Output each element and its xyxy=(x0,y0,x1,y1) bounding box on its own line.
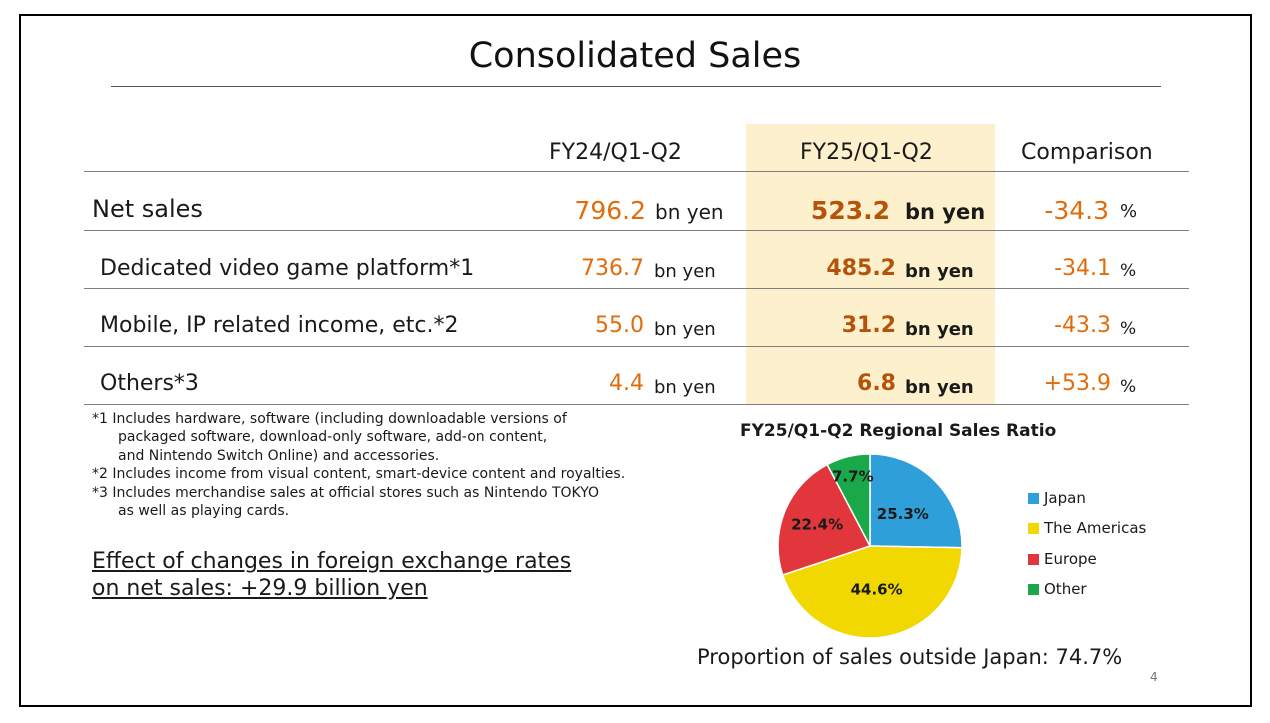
pie-slice-europe xyxy=(777,463,872,576)
fx-effect-line-1: Effect of changes in foreign exchange ra… xyxy=(92,549,572,574)
outside-japan-proportion: Proportion of sales outside Japan: 74.7% xyxy=(697,645,1123,669)
row-label-others: Others*3 xyxy=(100,371,199,396)
fy24-value: 55.0 xyxy=(595,313,644,338)
legend-swatch-japan xyxy=(1028,493,1039,504)
fy25-unit: bn yen xyxy=(905,319,974,340)
table-rule xyxy=(84,346,1189,347)
legend-swatch-americas xyxy=(1028,523,1039,534)
legend-label: Japan xyxy=(1044,489,1086,507)
fy24-value: 4.4 xyxy=(609,371,644,396)
pie-slice-americas xyxy=(781,545,963,639)
legend-item-americas: The Americas xyxy=(1028,519,1146,537)
footnote-3-line-1: *3 Includes merchandise sales at officia… xyxy=(92,485,600,501)
table-rule xyxy=(84,171,1189,172)
comparison-percent-sign: % xyxy=(1120,377,1137,397)
comparison-value: -34.1 xyxy=(1054,256,1111,281)
footnote-2: *2 Includes income from visual content, … xyxy=(92,466,626,482)
pie-slice-other xyxy=(826,453,871,547)
legend-label: The Americas xyxy=(1044,519,1147,537)
row-label-dedicated-platform: Dedicated video game platform*1 xyxy=(100,256,475,281)
fy24-unit: bn yen xyxy=(654,261,716,282)
row-label-net-sales: Net sales xyxy=(92,195,203,223)
comparison-percent-sign: % xyxy=(1120,319,1137,339)
legend-item-japan: Japan xyxy=(1028,489,1086,507)
fy24-unit: bn yen xyxy=(655,200,724,224)
comparison-percent-sign: % xyxy=(1120,261,1137,281)
row-label-mobile-ip: Mobile, IP related income, etc.*2 xyxy=(100,313,459,338)
fy25-value: 6.8 xyxy=(857,371,896,396)
regional-sales-pie-chart: 25.3% 44.6% 22.4% 7.7% xyxy=(777,453,963,639)
pie-slice-japan xyxy=(869,453,963,549)
fy25-unit: bn yen xyxy=(905,200,986,224)
footnote-1-line-1: *1 Includes hardware, software (includin… xyxy=(92,411,567,427)
pie-label-europe: 22.4% xyxy=(791,516,843,534)
fy24-unit: bn yen xyxy=(654,319,716,340)
pie-chart-title: FY25/Q1-Q2 Regional Sales Ratio xyxy=(740,421,1057,441)
fy25-unit: bn yen xyxy=(905,377,974,398)
pie-label-americas: 44.6% xyxy=(851,581,903,599)
comparison-value: +53.9 xyxy=(1043,371,1111,396)
fy25-value: 31.2 xyxy=(841,313,896,338)
fy25-value: 523.2 xyxy=(810,196,890,225)
legend-label: Europe xyxy=(1044,550,1097,568)
comparison-percent-sign: % xyxy=(1120,201,1138,222)
footnote-1-line-3: and Nintendo Switch Online) and accessor… xyxy=(118,448,440,464)
slide-title: Consolidated Sales xyxy=(468,36,802,76)
legend-swatch-other xyxy=(1028,584,1039,595)
column-header-fy25: FY25/Q1-Q2 xyxy=(800,140,933,165)
page-number: 4 xyxy=(1150,670,1158,684)
fy24-value: 736.7 xyxy=(581,256,644,281)
fy25-column-highlight xyxy=(746,124,995,404)
footnote-1-line-2: packaged software, download-only softwar… xyxy=(118,429,548,445)
legend-item-other: Other xyxy=(1028,580,1087,598)
fy25-unit: bn yen xyxy=(905,261,974,282)
table-rule xyxy=(84,230,1189,231)
table-rule xyxy=(84,288,1189,289)
pie-label-japan: 25.3% xyxy=(877,505,929,523)
fy24-unit: bn yen xyxy=(654,377,716,398)
table-rule xyxy=(84,404,1189,405)
column-header-fy24: FY24/Q1-Q2 xyxy=(549,140,682,165)
slide-frame xyxy=(19,14,1252,707)
legend-label: Other xyxy=(1044,580,1087,598)
pie-label-other: 7.7% xyxy=(832,467,874,485)
comparison-value: -34.3 xyxy=(1044,196,1109,225)
fy24-value: 796.2 xyxy=(574,196,646,225)
column-header-comparison: Comparison xyxy=(1021,140,1153,165)
legend-item-europe: Europe xyxy=(1028,550,1097,568)
fx-effect-line-2: on net sales: +29.9 billion yen xyxy=(92,576,428,601)
title-underline xyxy=(111,86,1161,87)
fy25-value: 485.2 xyxy=(826,256,896,281)
footnote-3-line-2: as well as playing cards. xyxy=(118,503,290,519)
legend-swatch-europe xyxy=(1028,554,1039,565)
fx-effect-note: Effect of changes in foreign exchange ra… xyxy=(92,548,571,602)
comparison-value: -43.3 xyxy=(1054,313,1111,338)
